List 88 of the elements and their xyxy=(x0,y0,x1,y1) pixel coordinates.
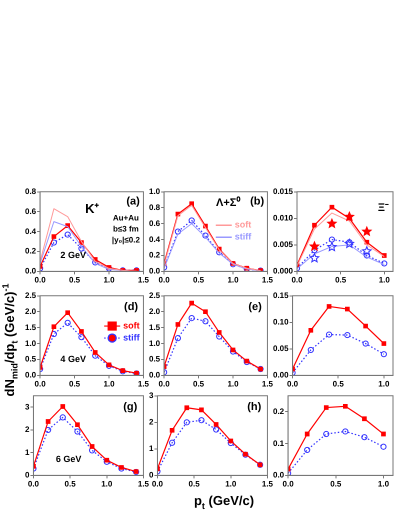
annotation: 6 GeV xyxy=(56,454,82,464)
x-tick-label: 1.5 xyxy=(262,379,274,388)
y-tick-label: 2.0 xyxy=(24,306,37,316)
annotation: |y₀|≤0.2 xyxy=(112,236,140,245)
y-tick-label: 0.4 xyxy=(24,226,37,236)
annotation: K⁺ xyxy=(85,200,100,216)
y-tick-label: 0.0 xyxy=(148,370,161,380)
y-tick-label: 1.0 xyxy=(24,338,37,348)
x-tick-label: 0.0 xyxy=(34,379,46,388)
x-tick-label: 1.0 xyxy=(225,479,237,488)
y-tick-label: 2 xyxy=(148,418,154,427)
y-tick-label: 3 xyxy=(148,391,154,400)
y-tick-label: 0.4 xyxy=(148,234,161,244)
y-tick-label: 0.00 xyxy=(272,370,290,380)
annotation: 4 GeV xyxy=(60,354,86,364)
y-tick-label: 0.6 xyxy=(24,206,37,216)
y-tick-label: 0.15 xyxy=(272,291,290,300)
y-tick-label: 0.2 xyxy=(272,406,285,416)
annotation: (d) xyxy=(124,300,138,313)
x-tick-label: 1.5 xyxy=(262,479,274,488)
y-tick-label: 1.5 xyxy=(148,322,161,332)
y-tick-label: 0.1 xyxy=(272,438,285,448)
y-tick-label: 0.0 xyxy=(24,370,37,380)
x-tick-label: 0.5 xyxy=(69,379,81,388)
y-tick-label: 3 xyxy=(24,402,30,412)
annotation: (a) xyxy=(126,195,140,208)
y-tick-label: 0.5 xyxy=(24,354,37,364)
annotation: 2 GeV xyxy=(60,250,86,260)
x-tick-label: 0.5 xyxy=(193,275,205,284)
y-tick-label: 2 xyxy=(24,425,30,434)
x-tick-label: 0.0 xyxy=(34,275,46,284)
x-tick-label: 0.5 xyxy=(335,275,347,284)
x-tick-label: 1.0 xyxy=(378,379,390,388)
legend-label: soft xyxy=(234,220,252,230)
x-tick-label: 1.0 xyxy=(101,479,113,488)
x-tick-label: 0.5 xyxy=(330,479,342,488)
y-tick-label: 1.0 xyxy=(148,187,161,196)
y-tick-label: 0.0 xyxy=(24,266,37,276)
annotation: (g) xyxy=(123,400,138,413)
y-tick-label: 0.2 xyxy=(24,246,37,256)
x-tick-label: 0.0 xyxy=(158,275,170,284)
y-tick-label: 0.0 xyxy=(148,266,161,276)
annotation: Au+Au xyxy=(112,213,139,222)
x-tick-label: 1.0 xyxy=(227,275,240,284)
annotation: (e) xyxy=(248,300,262,313)
y-tick-label: 0.0 xyxy=(272,470,285,480)
y-tick-label: 1.0 xyxy=(148,338,161,348)
y-tick-label: 2.0 xyxy=(148,306,161,316)
annotation: b≤3 fm xyxy=(113,224,139,234)
x-tick-label: 0.5 xyxy=(64,479,76,488)
x-tick-label: 0.5 xyxy=(332,379,344,388)
legend-label: stiff xyxy=(123,332,141,343)
y-tick-label: 1 xyxy=(24,448,30,457)
y-tick-label: 2.5 xyxy=(24,291,37,300)
x-tick-label: 1.0 xyxy=(103,379,116,388)
y-tick-label: 0.2 xyxy=(148,250,161,260)
y-tick-label: 0.5 xyxy=(148,354,161,364)
x-tick-label: 1.0 xyxy=(227,379,240,388)
x-axis-title: p$_{t}$ (GeV/c) xyxy=(194,493,254,511)
x-tick-label: 1.0 xyxy=(378,479,390,488)
x-tick-label: 0.0 xyxy=(158,379,170,388)
x-tick-label: 0.5 xyxy=(188,479,200,488)
x-tick-label: 1.0 xyxy=(103,275,116,284)
annotation: (h) xyxy=(247,400,262,413)
y-tick-label: 0.6 xyxy=(148,218,161,228)
annotation: Λ+Σ⁰ xyxy=(216,196,240,209)
y-tick-label: 0 xyxy=(24,470,30,480)
y-tick-label: 1.5 xyxy=(24,322,37,332)
legend-label: soft xyxy=(123,320,140,331)
annotation: Ξ⁻ xyxy=(378,202,389,214)
y-tick-label: 0.8 xyxy=(148,202,161,212)
y-tick-label: 0 xyxy=(148,470,154,480)
x-tick-label: 1.5 xyxy=(262,275,274,284)
y-tick-label: 0.000 xyxy=(272,266,294,276)
x-tick-label: 1.0 xyxy=(378,275,390,284)
y-tick-label: 0.010 xyxy=(272,214,294,223)
y-tick-label: 0.8 xyxy=(24,187,37,196)
y-tick-label: 1 xyxy=(148,444,154,454)
annotation: (b) xyxy=(250,195,264,208)
x-tick-label: 0.5 xyxy=(69,275,81,284)
x-tick-label: 0.5 xyxy=(193,379,205,388)
x-tick-label: 0.0 xyxy=(291,275,304,284)
y-tick-label: 0.05 xyxy=(272,344,290,354)
legend-label: stiff xyxy=(234,232,252,242)
y-tick-label: 2.5 xyxy=(148,291,161,300)
y-tick-label: 0.10 xyxy=(272,318,290,327)
y-tick-label: 0.015 xyxy=(272,187,294,196)
y-tick-label: 0.005 xyxy=(272,240,294,250)
